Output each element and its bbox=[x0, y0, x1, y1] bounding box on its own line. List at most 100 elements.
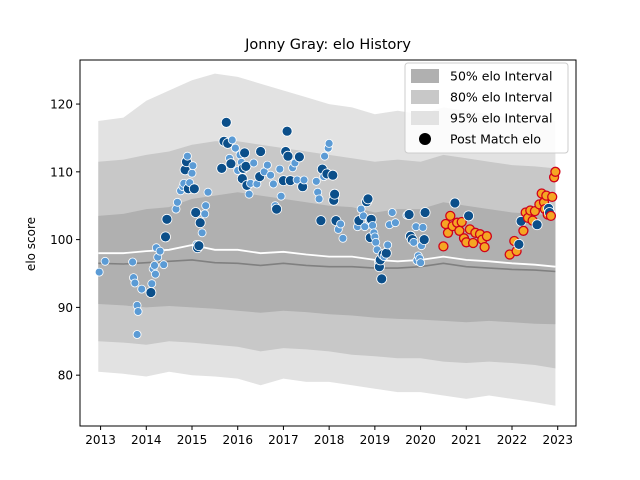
data-point bbox=[531, 219, 543, 231]
data-point bbox=[239, 147, 251, 159]
data-point bbox=[403, 209, 415, 220]
axes-frame bbox=[79, 59, 577, 427]
legend-marker-points bbox=[419, 133, 431, 145]
data-point bbox=[100, 256, 110, 266]
data-point bbox=[130, 278, 140, 288]
data-point bbox=[230, 143, 240, 153]
axis-ticks: 2013 2014 2015 2016 2017 2018 2019 2020 2021 2022… bbox=[50, 98, 573, 447]
x-tick-label: 2021 bbox=[451, 433, 482, 447]
data-point bbox=[227, 135, 237, 145]
data-point bbox=[376, 273, 388, 285]
data-point bbox=[481, 231, 493, 242]
y-tick-label: 80 bbox=[58, 369, 73, 383]
data-point bbox=[449, 197, 461, 209]
data-point bbox=[336, 219, 346, 229]
data-point bbox=[518, 225, 529, 236]
data-point bbox=[380, 247, 392, 259]
x-tick-label: 2019 bbox=[360, 433, 391, 447]
data-point bbox=[438, 241, 449, 252]
data-point bbox=[383, 240, 393, 250]
data-point bbox=[418, 222, 428, 232]
data-point bbox=[225, 158, 237, 170]
data-point bbox=[128, 257, 138, 267]
data-point bbox=[513, 238, 525, 250]
data-point bbox=[145, 287, 157, 298]
data-point bbox=[249, 158, 259, 168]
data-point bbox=[314, 194, 324, 204]
data-point bbox=[324, 138, 334, 148]
legend-label-80: 80% elo Interval bbox=[450, 90, 552, 105]
data-point bbox=[550, 166, 561, 177]
data-point bbox=[216, 162, 228, 174]
data-point bbox=[299, 175, 309, 185]
chart-title: Jonny Gray: elo History bbox=[244, 37, 411, 53]
data-point bbox=[161, 213, 173, 225]
data-point bbox=[418, 234, 430, 246]
x-tick-label: 2013 bbox=[85, 433, 116, 447]
data-point bbox=[160, 231, 171, 243]
x-tick-label: 2020 bbox=[405, 433, 436, 447]
legend-swatch-50 bbox=[411, 69, 439, 83]
mean-line bbox=[98, 244, 556, 268]
legend-box bbox=[404, 62, 569, 154]
data-point bbox=[159, 260, 169, 270]
data-point bbox=[187, 168, 197, 178]
data-point bbox=[311, 176, 321, 186]
median-line bbox=[98, 259, 556, 273]
data-point bbox=[220, 117, 232, 128]
x-tick-label: 2022 bbox=[497, 433, 528, 447]
data-point bbox=[147, 279, 157, 289]
data-point bbox=[368, 220, 378, 230]
data-point bbox=[315, 215, 327, 227]
legend-label-95: 95% elo Interval bbox=[450, 111, 552, 126]
data-point bbox=[362, 193, 374, 205]
y-axis-label: elo score bbox=[24, 217, 38, 271]
data-point bbox=[467, 237, 479, 249]
data-point bbox=[193, 240, 205, 252]
data-point bbox=[329, 188, 341, 200]
data-point bbox=[203, 187, 213, 197]
data-point bbox=[197, 228, 207, 238]
y-tick-label: 100 bbox=[50, 233, 73, 247]
data-point bbox=[150, 260, 159, 270]
data-point bbox=[390, 218, 400, 228]
data-point bbox=[456, 216, 467, 228]
data-point bbox=[194, 217, 206, 229]
data-point bbox=[547, 191, 558, 203]
plot-area bbox=[94, 73, 561, 406]
legend-swatch-95 bbox=[411, 111, 439, 125]
x-tick-label: 2014 bbox=[131, 433, 162, 447]
data-point bbox=[445, 210, 456, 222]
data-point bbox=[94, 267, 104, 277]
data-point bbox=[150, 269, 160, 279]
data-point bbox=[320, 151, 330, 161]
x-tick-label: 2018 bbox=[314, 433, 345, 447]
legend-label-points: Post Match elo bbox=[450, 132, 541, 147]
data-point bbox=[479, 241, 490, 253]
legend-label-50: 50% elo Interval bbox=[450, 69, 552, 84]
data-point bbox=[419, 207, 431, 218]
data-point bbox=[188, 183, 200, 195]
data-point bbox=[132, 330, 142, 339]
data-point bbox=[172, 197, 182, 207]
data-point bbox=[416, 258, 426, 268]
data-point bbox=[200, 209, 210, 219]
data-point bbox=[262, 160, 272, 170]
data-point bbox=[327, 169, 339, 181]
x-tick-label: 2015 bbox=[177, 433, 208, 447]
data-point bbox=[281, 125, 293, 137]
data-point bbox=[545, 210, 557, 222]
data-point bbox=[255, 146, 267, 157]
data-point bbox=[371, 237, 381, 247]
x-tick-label: 2017 bbox=[268, 433, 299, 447]
data-point bbox=[282, 150, 294, 162]
legend: 50% elo Interval 80% elo Interval 95% el… bbox=[404, 62, 569, 154]
data-point bbox=[409, 237, 419, 247]
data-point bbox=[338, 233, 348, 243]
data-point bbox=[268, 179, 278, 189]
x-tick-label: 2016 bbox=[222, 433, 253, 447]
data-point bbox=[188, 161, 198, 171]
y-tick-label: 120 bbox=[50, 98, 73, 112]
data-point bbox=[137, 284, 147, 294]
